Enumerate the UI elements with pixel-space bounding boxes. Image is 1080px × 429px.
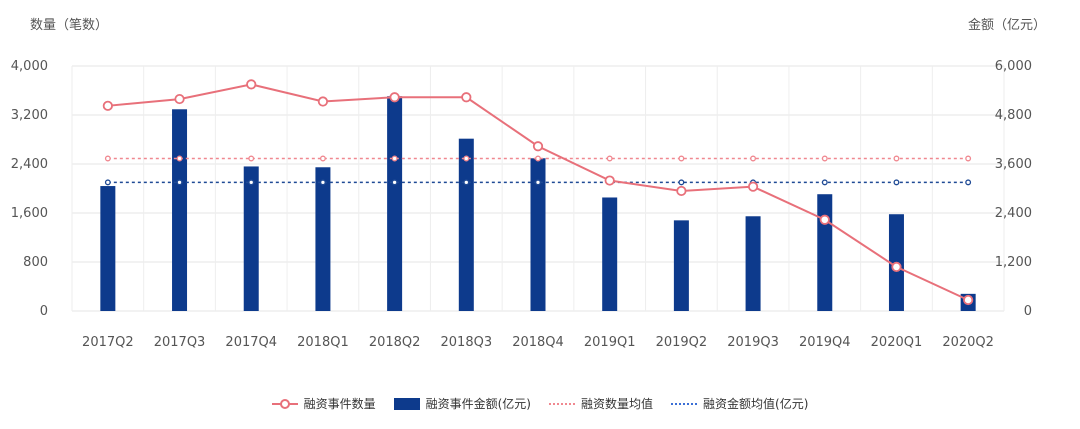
- left-tick-label: 1,600: [11, 206, 48, 221]
- count-point: [461, 92, 472, 103]
- avg-point: [965, 155, 972, 162]
- left-tick-label: 4,000: [11, 59, 48, 74]
- bar: [172, 109, 188, 312]
- legend-label-count: 融资事件数量: [303, 397, 376, 411]
- x-tick-label: 2017Q4: [225, 335, 277, 350]
- avg-point: [821, 155, 828, 162]
- bars: [100, 96, 976, 312]
- legend-dotted-line-icon: [549, 402, 575, 405]
- x-tick-label: 2019Q2: [656, 335, 708, 350]
- bar: [100, 186, 116, 311]
- count-point: [532, 141, 544, 152]
- count-point: [819, 214, 830, 225]
- legend-dotted-line-icon: [671, 402, 698, 405]
- x-tick-label: 2017Q2: [82, 335, 134, 350]
- x-tick-label: 2018Q3: [441, 335, 493, 350]
- avg-point: [176, 155, 183, 162]
- bar: [745, 216, 761, 311]
- x-tick-label: 2020Q1: [871, 335, 923, 350]
- avg-point: [248, 155, 255, 162]
- avg-point: [391, 179, 398, 186]
- x-tick-label: 2019Q3: [727, 335, 779, 350]
- legend: 融资事件数量 融资事件金额(亿元) 融资数量均值 融资金额均值(亿元): [0, 395, 1080, 412]
- legend-item-count-avg[interactable]: 融资数量均值: [549, 395, 653, 412]
- avg-point: [391, 155, 398, 162]
- avg-point: [248, 179, 255, 186]
- count-point: [246, 79, 257, 90]
- bar: [530, 158, 546, 311]
- x-tick-label: 2018Q2: [369, 335, 421, 350]
- bar: [458, 138, 474, 311]
- legend-line-marker-icon: [271, 398, 298, 409]
- avg-point: [678, 155, 685, 162]
- avg-point: [176, 179, 183, 186]
- avg-point: [319, 179, 326, 186]
- avg-point: [893, 155, 900, 162]
- left-tick-label: 2,400: [11, 157, 48, 172]
- right-axis-title: 金额（亿元）: [967, 18, 1046, 33]
- bar: [387, 96, 403, 311]
- avg-point: [104, 179, 111, 186]
- x-tick-label: 2020Q2: [942, 335, 994, 350]
- count-point: [317, 96, 329, 107]
- x-tick-label: 2019Q4: [799, 335, 851, 350]
- x-tick-label: 2018Q4: [512, 335, 564, 350]
- count-point: [747, 181, 759, 192]
- x-tick-label: 2018Q1: [297, 335, 349, 350]
- legend-bar-icon: [393, 397, 420, 410]
- right-tick-label: 4,800: [995, 108, 1032, 123]
- bar: [243, 166, 259, 311]
- left-tick-label: 800: [23, 255, 48, 270]
- average-lines: [104, 155, 972, 186]
- legend-item-amount-avg[interactable]: 融资金额均值(亿元): [671, 395, 808, 412]
- count-point: [389, 92, 400, 103]
- left-tick-label: 3,200: [11, 108, 48, 123]
- left-axis-ticks: 0 800 1,600 2,400 3,200 4,000: [11, 59, 48, 319]
- bar: [602, 197, 618, 311]
- count-point: [891, 261, 902, 272]
- avg-point: [104, 155, 111, 162]
- count-point: [102, 100, 113, 111]
- bar: [315, 167, 331, 311]
- grid-lines: [71, 65, 1005, 312]
- avg-point: [821, 179, 828, 186]
- count-point: [676, 185, 687, 197]
- avg-point: [535, 155, 541, 162]
- right-axis-ticks: 0 1,200 2,400 3,600 4,800 6,000: [995, 59, 1032, 319]
- avg-point: [893, 179, 900, 186]
- legend-item-count[interactable]: 融资事件数量: [271, 395, 376, 412]
- x-tick-label: 2019Q1: [584, 335, 636, 350]
- x-axis-ticks: 2017Q2 2017Q3 2017Q4 2018Q1 2018Q2 2018Q3 2018…: [82, 335, 994, 350]
- avg-point: [319, 155, 326, 162]
- right-tick-label: 2,400: [995, 206, 1032, 221]
- bar: [817, 194, 833, 311]
- count-point: [174, 93, 185, 105]
- right-tick-label: 3,600: [995, 157, 1032, 172]
- right-tick-label: 6,000: [995, 59, 1032, 74]
- legend-label-amount: 融资事件金额(亿元): [425, 397, 531, 411]
- x-tick-label: 2017Q3: [154, 335, 206, 350]
- legend-item-amount[interactable]: 融资事件金额(亿元): [393, 395, 531, 412]
- legend-label-count-avg: 融资数量均值: [581, 397, 654, 411]
- avg-point: [606, 155, 613, 162]
- legend-label-amount-avg: 融资金额均值(亿元): [703, 397, 809, 411]
- right-tick-label: 0: [1024, 304, 1032, 319]
- series-lines: [102, 79, 974, 306]
- avg-point: [965, 179, 972, 186]
- avg-point: [678, 179, 685, 186]
- count-point: [604, 175, 615, 186]
- avg-point: [463, 155, 470, 162]
- right-tick-label: 1,200: [995, 255, 1032, 270]
- left-axis-title: 数量（笔数）: [30, 18, 109, 33]
- left-tick-label: 0: [40, 304, 48, 319]
- bar: [673, 220, 689, 311]
- avg-point: [535, 179, 541, 186]
- avg-point: [750, 155, 757, 162]
- avg-point: [463, 179, 470, 186]
- count-point: [963, 294, 974, 306]
